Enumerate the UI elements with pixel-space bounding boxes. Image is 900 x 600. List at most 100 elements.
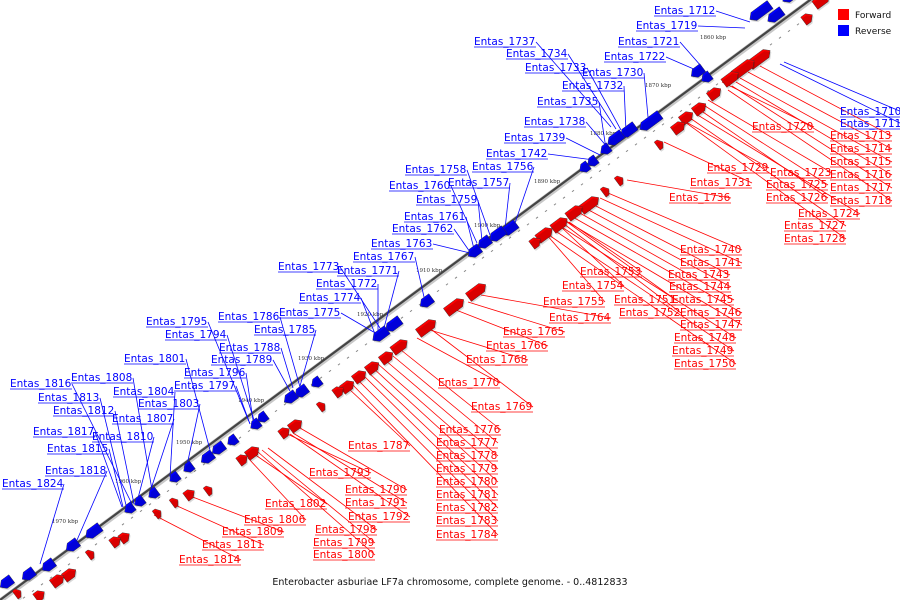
gene-label-entas-1718[interactable]: Entas_1718 <box>830 195 891 207</box>
reverse-gene-arrow[interactable] <box>19 566 38 585</box>
reverse-gene-arrow[interactable] <box>39 557 58 576</box>
gene-label-entas-1757[interactable]: Entas_1757 <box>448 177 509 189</box>
gene-label-entas-1713[interactable]: Entas_1713 <box>830 130 891 142</box>
gene-label-entas-1808[interactable]: Entas_1808 <box>71 372 132 384</box>
reverse-gene-arrow[interactable] <box>146 486 162 503</box>
gene-label-entas-1753[interactable]: Entas_1753 <box>580 266 641 278</box>
reverse-gene-arrow[interactable] <box>765 6 787 27</box>
gene-label-entas-1725[interactable]: Entas_1725 <box>766 179 827 191</box>
gene-label-entas-1741[interactable]: Entas_1741 <box>680 257 741 269</box>
gene-label-entas-1761[interactable]: Entas_1761 <box>404 211 465 223</box>
forward-gene-arrow[interactable] <box>277 425 294 441</box>
reverse-gene-arrow[interactable] <box>225 433 241 450</box>
gene-label-entas-1782[interactable]: Entas_1782 <box>436 502 497 514</box>
gene-label-entas-1793[interactable]: Entas_1793 <box>309 467 370 479</box>
forward-gene-arrow[interactable] <box>84 548 98 562</box>
reverse-gene-arrow[interactable] <box>370 325 392 346</box>
gene-label-entas-1780[interactable]: Entas_1780 <box>436 476 497 488</box>
reverse-gene-arrow[interactable] <box>122 501 138 518</box>
gene-label-entas-1726[interactable]: Entas_1726 <box>766 192 828 204</box>
gene-label-entas-1804[interactable]: Entas_1804 <box>113 386 175 398</box>
gene-label-entas-1759[interactable]: Entas_1759 <box>416 194 477 206</box>
reverse-gene-arrow[interactable] <box>475 234 494 253</box>
gene-label-entas-1750[interactable]: Entas_1750 <box>674 358 735 370</box>
gene-label-entas-1784[interactable]: Entas_1784 <box>436 529 498 541</box>
forward-gene-arrow[interactable] <box>315 400 329 414</box>
gene-label-entas-1776[interactable]: Entas_1776 <box>439 424 501 436</box>
gene-label-entas-1771[interactable]: Entas_1771 <box>337 265 398 277</box>
forward-gene-arrow[interactable] <box>182 487 199 503</box>
reverse-gene-arrow[interactable] <box>292 383 311 402</box>
gene-label-entas-1733[interactable]: Entas_1733 <box>525 62 586 74</box>
reverse-gene-arrow[interactable] <box>181 460 197 477</box>
gene-label-entas-1731[interactable]: Entas_1731 <box>690 177 751 189</box>
gene-label-entas-1807[interactable]: Entas_1807 <box>112 413 173 425</box>
gene-label-entas-1715[interactable]: Entas_1715 <box>830 156 891 168</box>
forward-gene-arrow[interactable] <box>415 317 440 340</box>
gene-label-entas-1791[interactable]: Entas_1791 <box>345 497 406 509</box>
gene-label-entas-1773[interactable]: Entas_1773 <box>278 261 339 273</box>
forward-gene-arrow[interactable] <box>48 572 68 590</box>
gene-label-entas-1727[interactable]: Entas_1727 <box>784 220 845 232</box>
gene-label-entas-1785[interactable]: Entas_1785 <box>254 324 315 336</box>
gene-label-entas-1803[interactable]: Entas_1803 <box>138 398 199 410</box>
forward-gene-arrow[interactable] <box>389 337 412 357</box>
gene-label-entas-1742[interactable]: Entas_1742 <box>486 148 547 160</box>
forward-gene-arrow[interactable] <box>705 85 725 103</box>
gene-label-entas-1812[interactable]: Entas_1812 <box>53 405 114 417</box>
reverse-gene-arrow[interactable] <box>63 537 82 556</box>
gene-label-entas-1751[interactable]: Entas_1751 <box>614 294 675 306</box>
forward-gene-arrow[interactable] <box>117 530 134 546</box>
forward-gene-arrow[interactable] <box>363 359 383 377</box>
forward-gene-arrow[interactable] <box>377 349 397 367</box>
gene-label-entas-1779[interactable]: Entas_1779 <box>436 463 497 475</box>
reverse-gene-arrow[interactable] <box>417 293 436 312</box>
gene-label-entas-1777[interactable]: Entas_1777 <box>436 437 497 449</box>
reverse-gene-arrow[interactable] <box>585 154 601 171</box>
reverse-gene-arrow[interactable] <box>577 160 593 177</box>
gene-label-entas-1783[interactable]: Entas_1783 <box>436 515 497 527</box>
gene-label-entas-1802[interactable]: Entas_1802 <box>265 498 326 510</box>
gene-label-entas-1797[interactable]: Entas_1797 <box>174 380 235 392</box>
gene-label-entas-1760[interactable]: Entas_1760 <box>389 180 450 192</box>
gene-label-entas-1810[interactable]: Entas_1810 <box>92 431 153 443</box>
reverse-gene-arrow[interactable] <box>209 440 228 459</box>
gene-label-entas-1717[interactable]: Entas_1717 <box>830 182 891 194</box>
reverse-gene-arrow[interactable] <box>167 470 183 487</box>
gene-label-entas-1786[interactable]: Entas_1786 <box>218 311 280 323</box>
gene-label-entas-1815[interactable]: Entas_1815 <box>47 443 108 455</box>
forward-gene-arrow[interactable] <box>811 0 834 11</box>
gene-label-entas-1767[interactable]: Entas_1767 <box>353 251 414 263</box>
gene-label-entas-1716[interactable]: Entas_1716 <box>830 169 892 181</box>
forward-gene-arrow[interactable] <box>235 452 252 468</box>
gene-label-entas-1792[interactable]: Entas_1792 <box>348 511 409 523</box>
forward-gene-arrow[interactable] <box>151 507 165 521</box>
forward-gene-arrow[interactable] <box>331 384 348 400</box>
gene-label-entas-1755[interactable]: Entas_1755 <box>543 296 604 308</box>
gene-label-entas-1788[interactable]: Entas_1788 <box>219 342 280 354</box>
gene-label-entas-1710[interactable]: Entas_1710 <box>840 106 900 118</box>
gene-label-entas-1824[interactable]: Entas_1824 <box>2 478 64 490</box>
gene-label-entas-1721[interactable]: Entas_1721 <box>618 36 679 48</box>
gene-label-entas-1747[interactable]: Entas_1747 <box>680 319 741 331</box>
forward-gene-arrow[interactable] <box>690 100 710 118</box>
gene-label-entas-1775[interactable]: Entas_1775 <box>279 307 340 319</box>
gene-label-entas-1764[interactable]: Entas_1764 <box>549 312 611 324</box>
gene-label-entas-1711[interactable]: Entas_1711 <box>840 118 900 130</box>
reverse-gene-arrow[interactable] <box>281 389 300 408</box>
forward-gene-arrow[interactable] <box>613 174 627 188</box>
gene-label-entas-1796[interactable]: Entas_1796 <box>184 367 246 379</box>
gene-label-entas-1817[interactable]: Entas_1817 <box>33 426 94 438</box>
gene-label-entas-1732[interactable]: Entas_1732 <box>562 80 623 92</box>
forward-gene-arrow[interactable] <box>60 566 80 584</box>
forward-gene-arrow[interactable] <box>800 11 817 27</box>
gene-label-entas-1800[interactable]: Entas_1800 <box>313 549 374 561</box>
reverse-gene-arrow[interactable] <box>248 417 264 434</box>
gene-label-entas-1798[interactable]: Entas_1798 <box>315 524 376 536</box>
forward-gene-arrow[interactable] <box>443 296 468 319</box>
gene-label-entas-1809[interactable]: Entas_1809 <box>222 526 283 538</box>
gene-label-entas-1762[interactable]: Entas_1762 <box>392 223 453 235</box>
forward-gene-arrow[interactable] <box>653 138 667 152</box>
reverse-gene-arrow[interactable] <box>0 574 16 593</box>
gene-label-entas-1758[interactable]: Entas_1758 <box>405 164 466 176</box>
